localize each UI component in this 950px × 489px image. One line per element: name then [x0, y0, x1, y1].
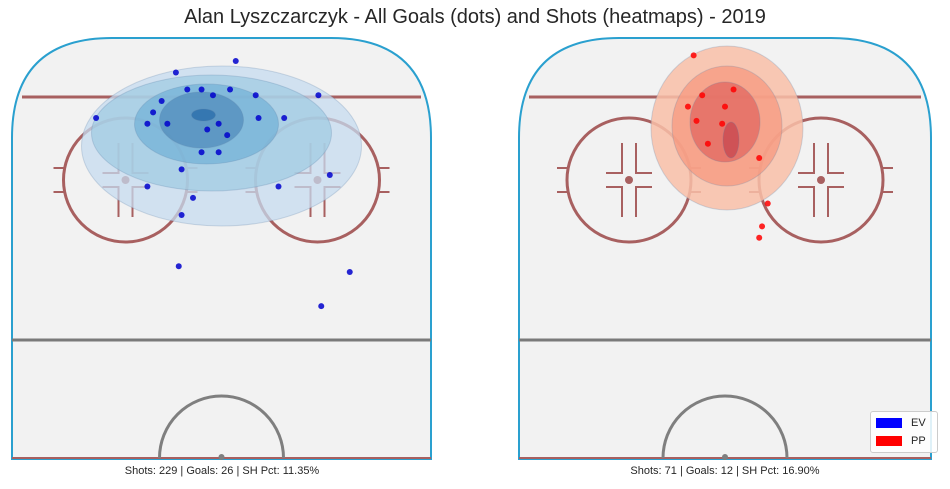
goal-dot [756, 234, 763, 241]
caption-ev: Shots: 229 | Goals: 26 | SH Pct: 11.35% [124, 465, 320, 477]
goal-dot [699, 92, 706, 99]
faceoff-marker [635, 186, 652, 217]
goal-dot [178, 211, 185, 218]
legend-label-ev: EV [911, 417, 926, 429]
goal-dot [693, 117, 700, 124]
goal-dot [198, 149, 205, 156]
faceoff-marker [798, 186, 815, 217]
goal-dot [722, 103, 728, 110]
legend: EV PP [870, 411, 938, 453]
faceoff-dot-right [817, 176, 825, 184]
goal-dot [759, 223, 766, 230]
goal-dot [227, 86, 234, 93]
faceoff-marker [606, 186, 623, 217]
center-circle [158, 394, 285, 459]
goal-dot [346, 268, 353, 275]
goal-dot [684, 103, 691, 110]
goal-dot [93, 115, 100, 122]
goal-dot [144, 183, 151, 190]
caption-pp: Shots: 71 | Goals: 12 | SH Pct: 16.90% [630, 465, 820, 477]
goal-dot [215, 149, 222, 156]
goal-dot [255, 115, 262, 122]
goal-dot [252, 92, 259, 99]
goal-dot [275, 183, 282, 190]
center-dot [722, 454, 728, 460]
center-circle [661, 394, 789, 459]
goal-dot [164, 120, 171, 127]
goal-dot [232, 58, 239, 65]
faceoff-marker [606, 143, 623, 174]
rink-ev [11, 37, 432, 460]
goal-dot [730, 86, 737, 93]
goal-dot [224, 132, 231, 139]
goal-dot [690, 52, 697, 59]
goal-dot [326, 172, 333, 179]
faceoff-marker [827, 143, 844, 174]
faceoff-dot-left [625, 176, 633, 184]
goal-dot [281, 115, 288, 122]
goal-dot [215, 120, 222, 127]
goal-dot [719, 120, 726, 127]
legend-swatch-ev [876, 418, 902, 428]
goal-dot [318, 303, 325, 310]
goal-dot [315, 92, 322, 99]
faceoff-marker [827, 186, 844, 217]
goal-dot [172, 69, 179, 76]
goal-dot [190, 194, 196, 201]
rink-pp [518, 37, 932, 460]
goal-dot [150, 109, 157, 116]
legend-entry-pp: PP [871, 432, 937, 450]
heatmap-contour-3 [722, 121, 740, 159]
chart-title: Alan Lyszczarczyk - All Goals (dots) and… [184, 6, 766, 28]
center-dot [218, 454, 225, 460]
faceoff-marker [635, 143, 652, 174]
legend-swatch-pp [876, 436, 902, 446]
goal-dot [704, 140, 711, 147]
goal-dot [209, 92, 216, 99]
heatmap-contour-4 [191, 108, 216, 122]
goal-dot [184, 86, 191, 93]
goal-dot [204, 126, 211, 133]
goal-dot [175, 263, 182, 270]
goal-dot [178, 166, 185, 173]
goal-dot [158, 97, 165, 104]
legend-entry-ev: EV [871, 414, 937, 432]
goal-dot [764, 200, 771, 207]
legend-label-pp: PP [911, 435, 926, 447]
goal-dot [144, 120, 151, 127]
goal-dot [756, 154, 763, 161]
goal-dot [198, 86, 205, 93]
faceoff-marker [798, 143, 815, 174]
